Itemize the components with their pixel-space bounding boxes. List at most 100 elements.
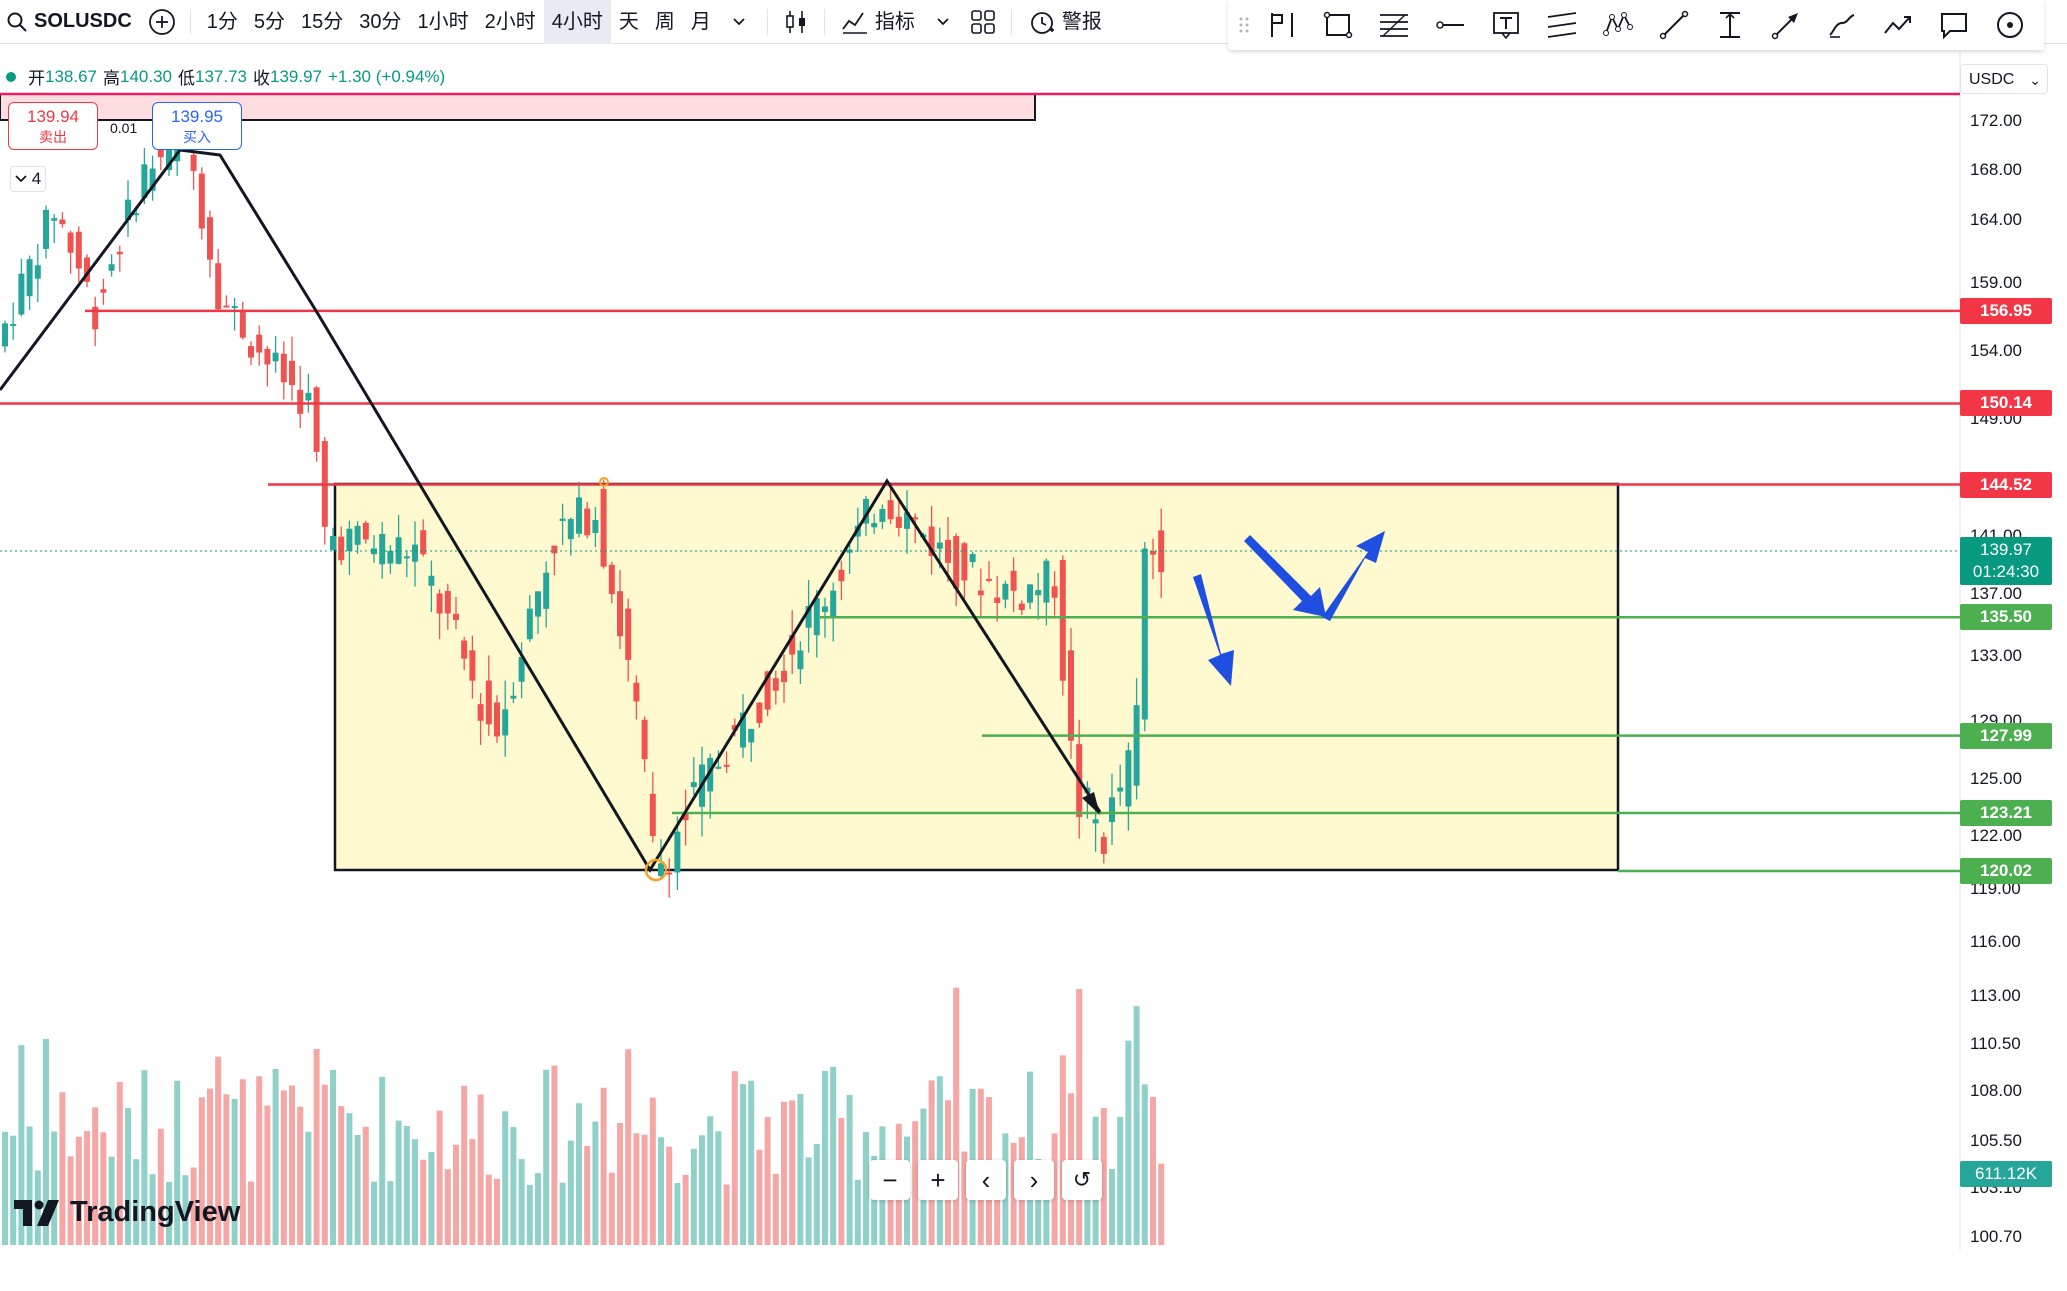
- volume-bar: [428, 1151, 435, 1245]
- candle-body: [904, 512, 910, 529]
- candle-body: [1100, 836, 1107, 855]
- candle-body: [477, 704, 484, 721]
- scroll-right-button[interactable]: ›: [1014, 1160, 1054, 1200]
- flag-marker-tool[interactable]: [1254, 3, 1310, 47]
- interval-30m[interactable]: 30分: [359, 10, 402, 33]
- candle-body: [576, 497, 582, 534]
- candle-body: [822, 606, 828, 612]
- indicator-collapse-toggle[interactable]: 4: [10, 166, 47, 192]
- currency-label: USDC: [1969, 71, 2015, 88]
- trend-line-tool[interactable]: [1646, 3, 1702, 47]
- candle-body: [125, 199, 131, 221]
- tradingview-logo[interactable]: TradingView: [14, 1196, 240, 1229]
- candle-body: [1010, 570, 1017, 591]
- candle-body: [428, 575, 435, 586]
- interval-5m[interactable]: 5分: [253, 10, 286, 33]
- reset-chart-button[interactable]: ↺: [1062, 1160, 1102, 1200]
- drag-handle[interactable]: [1234, 3, 1254, 47]
- chart-type-button[interactable]: [776, 0, 816, 44]
- volume-bar: [789, 1100, 796, 1245]
- symbol-search[interactable]: SOLUSDC: [0, 10, 142, 33]
- brush-tool[interactable]: [1814, 3, 1870, 47]
- volume-bar: [1027, 1071, 1033, 1245]
- settings-tool[interactable]: [1982, 3, 2038, 47]
- interval-2h[interactable]: 2小时: [484, 10, 536, 33]
- volume-bar: [1117, 1117, 1124, 1245]
- candle-body: [18, 273, 25, 315]
- interval-month[interactable]: 月: [690, 10, 711, 33]
- alert-button[interactable]: 警报: [1020, 0, 1110, 44]
- forecast-arrow-up[interactable]: [1322, 531, 1385, 621]
- forecast-arrow-down-2[interactable]: [1244, 535, 1326, 617]
- volume-bar: [863, 1132, 869, 1245]
- candle-body: [149, 168, 156, 191]
- candle-body: [592, 520, 599, 534]
- candle-body: [789, 634, 796, 655]
- volume-bar: [756, 1149, 763, 1245]
- candle-body: [223, 305, 230, 308]
- candle-body: [1109, 797, 1115, 823]
- volume-bar: [289, 1085, 295, 1245]
- volume-bar: [362, 1126, 369, 1245]
- sell-button[interactable]: 139.94 卖出: [8, 102, 98, 150]
- arrow-tool[interactable]: [1758, 3, 1814, 47]
- text-tool[interactable]: [1478, 3, 1534, 47]
- volume-bar: [658, 1137, 664, 1245]
- candle-body: [444, 590, 451, 614]
- consolidation-range-box[interactable]: [333, 482, 1620, 872]
- interval-15m[interactable]: 15分: [301, 10, 344, 33]
- interval-1h[interactable]: 1小时: [417, 10, 469, 33]
- candle-body: [887, 500, 894, 520]
- indicators-dropdown[interactable]: [923, 0, 963, 44]
- candle-body: [207, 217, 213, 260]
- buy-button[interactable]: 139.95 买入: [152, 102, 242, 150]
- interval-dropdown[interactable]: [719, 0, 759, 44]
- volume-bar: [231, 1098, 238, 1245]
- candle-body: [2, 323, 8, 347]
- layouts-button[interactable]: [963, 0, 1003, 44]
- candle-body: [412, 544, 418, 562]
- compare-symbol-button[interactable]: [142, 0, 182, 44]
- volume-bar: [592, 1121, 599, 1245]
- candle-body: [707, 757, 714, 792]
- candle-body: [863, 499, 869, 524]
- spread-value: 0.01: [110, 120, 138, 136]
- zigzag-trendline[interactable]: [0, 148, 1102, 873]
- fib-retracement-tool[interactable]: [1366, 3, 1422, 47]
- candle-body: [977, 590, 984, 596]
- candle-body: [608, 564, 615, 595]
- rectangle-tool[interactable]: [1310, 3, 1366, 47]
- pitchfork-tool[interactable]: [1534, 3, 1590, 47]
- candle-body: [330, 536, 336, 550]
- interval-4h[interactable]: 4小时: [543, 0, 611, 44]
- measure-tool[interactable]: [1702, 3, 1758, 47]
- callout-tool[interactable]: [1926, 3, 1982, 47]
- horizontal-ray-tool[interactable]: [1422, 3, 1478, 47]
- zoom-in-button[interactable]: +: [918, 1160, 958, 1200]
- zoom-out-button[interactable]: −: [870, 1160, 910, 1200]
- candle-body: [600, 488, 607, 567]
- volume-bar: [822, 1071, 828, 1245]
- pattern-tool[interactable]: [1590, 3, 1646, 47]
- currency-select[interactable]: USDC ⌄: [1960, 64, 2048, 94]
- candle-body: [346, 528, 353, 552]
- candle-body: [338, 536, 345, 561]
- candle-body: [26, 259, 33, 297]
- path-tool[interactable]: [1870, 3, 1926, 47]
- volume-bar: [387, 1181, 394, 1245]
- indicators-button[interactable]: 指标: [833, 0, 923, 44]
- interval-1m[interactable]: 1分: [206, 10, 238, 33]
- price-tick: 133.00: [1970, 646, 2022, 665]
- volume-bar: [2, 1131, 8, 1245]
- candle-body: [313, 387, 320, 452]
- volume-bar: [707, 1116, 714, 1245]
- collapse-count: 4: [31, 169, 42, 188]
- candle-body: [469, 650, 476, 681]
- scroll-left-button[interactable]: ‹: [966, 1160, 1006, 1200]
- interval-week[interactable]: 周: [654, 10, 675, 33]
- current-price: 139.97: [1980, 540, 2032, 559]
- forecast-arrow-down[interactable]: [1193, 574, 1234, 686]
- interval-day[interactable]: 天: [618, 10, 639, 33]
- candle-body: [387, 550, 394, 564]
